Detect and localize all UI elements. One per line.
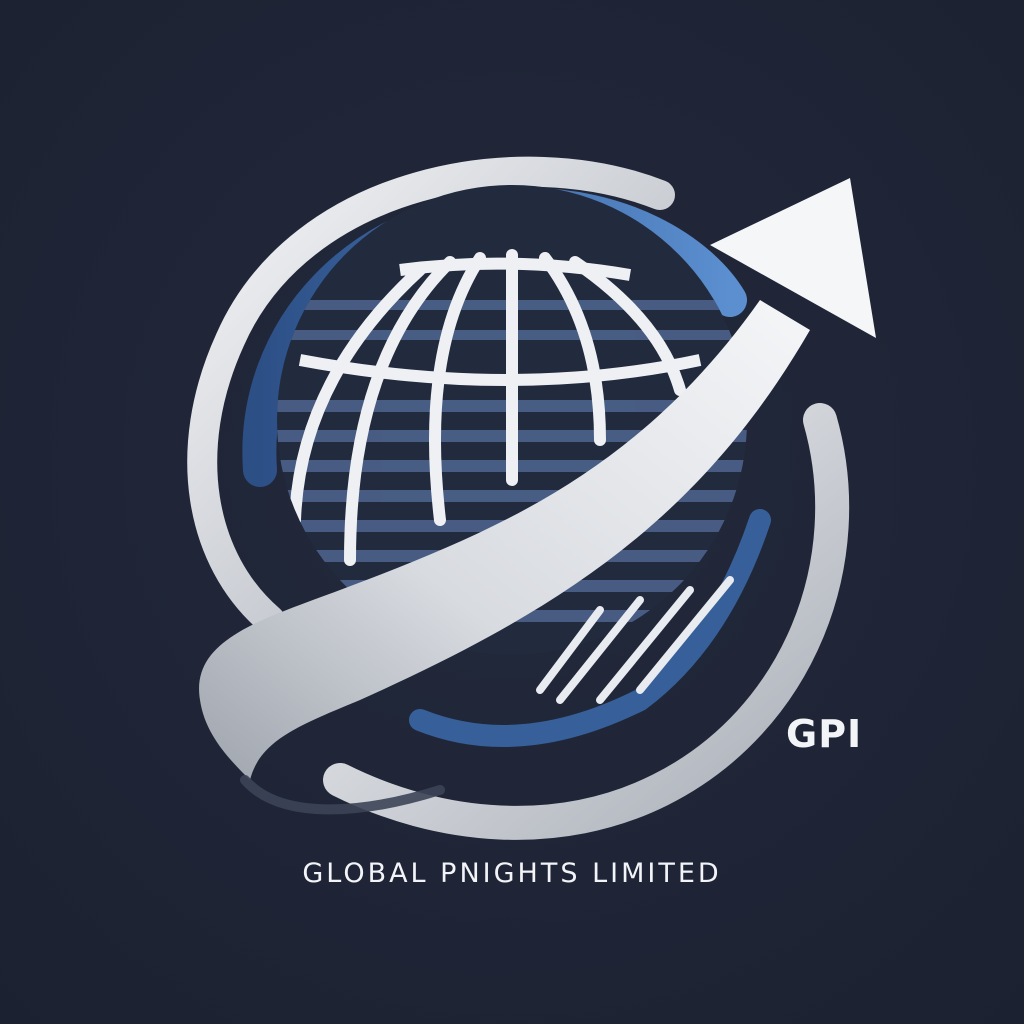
lower-globe-detail [409, 509, 771, 747]
outer-ring [187, 156, 850, 840]
arrow-up-right-icon [199, 178, 876, 815]
logo-abbreviation: GPI [786, 712, 863, 756]
company-name: GLOBAL PNIGHTS LIMITED [302, 858, 722, 889]
